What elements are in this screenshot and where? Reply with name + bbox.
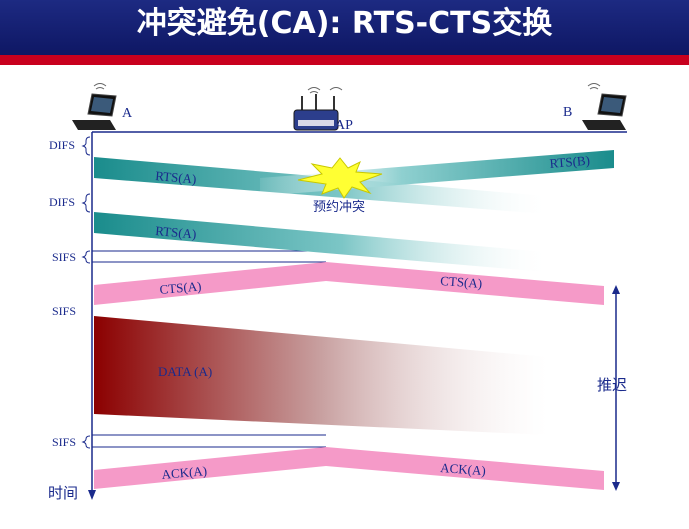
station-b-label: B (563, 105, 572, 120)
sifs-label: SIFS (52, 250, 76, 264)
sifs-markers (92, 250, 326, 448)
ack-a-frame (94, 447, 604, 490)
rts-b-label: RTS(B) (549, 153, 591, 171)
cts-a-label-right: CTS(A) (440, 273, 483, 291)
laptop-icon (582, 83, 627, 130)
rts-cts-diagram: A AP B DIFS DIFS SIFS SIFS SIFS RTS(A) R… (48, 83, 627, 502)
ack-a-label-left: ACK(A) (161, 463, 208, 482)
rts-a-label: RTS(A) (155, 223, 197, 242)
sifs-label: SIFS (52, 304, 76, 318)
wifi-signal-icon (307, 87, 343, 94)
rts-a-frame-2 (94, 212, 545, 272)
data-a-frame (94, 316, 548, 435)
time-axis-arrow (88, 490, 96, 500)
rts-a-label: RTS(A) (155, 168, 197, 187)
title-bar (0, 0, 689, 55)
title-underline (0, 55, 689, 65)
cts-a-frame (94, 262, 604, 305)
station-ap-label: AP (335, 118, 353, 133)
wifi-signal-icon (93, 83, 107, 90)
defer-label: 推迟 (597, 376, 627, 394)
difs-label: DIFS (49, 138, 75, 152)
cts-a-label-left: CTS(A) (159, 278, 202, 297)
time-label: 时间 (48, 484, 78, 502)
collision-label: 预约冲突 (313, 199, 365, 215)
interval-braces (81, 136, 91, 449)
station-a-label: A (122, 106, 133, 121)
laptop-icon (72, 83, 117, 130)
wireless-router-icon (293, 87, 343, 131)
page-title: 冲突避免(CA): RTS-CTS交换 (136, 6, 553, 41)
collision-star-icon (297, 157, 383, 199)
data-a-label: DATA (A) (158, 364, 212, 379)
wifi-signal-icon (587, 83, 601, 90)
defer-arrow-down (612, 482, 620, 491)
sifs-label: SIFS (52, 435, 76, 449)
difs-label: DIFS (49, 195, 75, 209)
ack-a-label-right: ACK(A) (440, 460, 486, 478)
defer-arrow-up (612, 285, 620, 294)
